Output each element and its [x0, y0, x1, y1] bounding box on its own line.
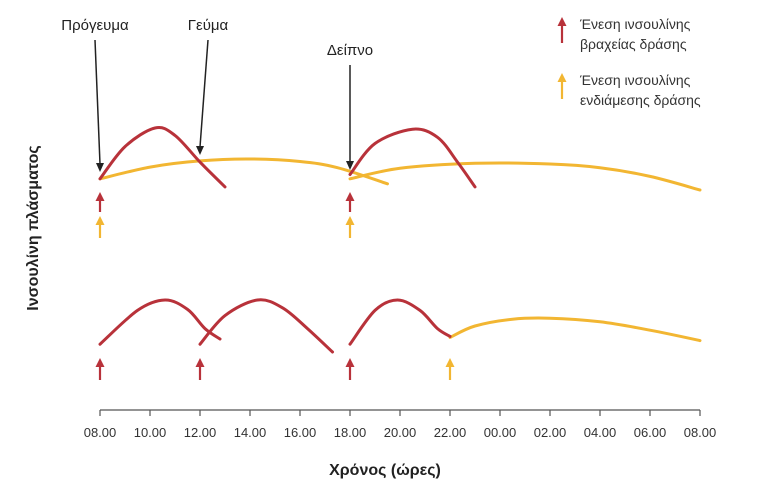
x-tick-label: 20.00 [384, 425, 417, 440]
short-acting-curve [348, 298, 452, 346]
meal-label: Γεύμα [188, 17, 229, 34]
legend-label: ενδιάμεσης δράσης [580, 92, 701, 108]
x-tick-label: 02.00 [534, 425, 567, 440]
legend: Ένεση ινσουλίνης βραχείας δράσης Ένεση ινσ… [557, 16, 701, 108]
intermediate-acting-injection-arrow-head [445, 358, 455, 367]
intermediate-acting-injection-arrow [445, 358, 455, 380]
x-tick-label: 00.00 [484, 425, 517, 440]
legend-arrow-head [557, 73, 567, 82]
x-tick-label: 16.00 [284, 425, 317, 440]
short-acting-curve [98, 298, 222, 346]
short-acting-injection-arrow [95, 192, 105, 212]
legend-arrow [557, 17, 567, 43]
intermediate-acting-curve [98, 157, 389, 186]
legend-arrow-head [557, 17, 567, 26]
intermediate-acting-injection-arrow-head [345, 216, 355, 225]
meal-arrow-stem [94, 39, 101, 165]
short-acting-injection-arrow-head [95, 358, 105, 367]
x-tick-label: 14.00 [234, 425, 267, 440]
intermediate-acting-injection-arrow-head [95, 216, 105, 225]
short-acting-injection-arrow [195, 358, 205, 380]
short-acting-injection-arrow-head [195, 358, 205, 367]
meal-arrow-stem [199, 39, 209, 148]
curves [98, 126, 702, 354]
short-acting-injection-arrow [345, 192, 355, 212]
x-tick-label: 22.00 [434, 425, 467, 440]
x-tick-label: 04.00 [584, 425, 617, 440]
short-acting-curve [198, 298, 334, 354]
x-tick-label: 12.00 [184, 425, 217, 440]
meal-label: Δείπνο [327, 42, 373, 59]
meal-arrow-head [346, 161, 354, 170]
short-acting-injection-arrow-head [95, 192, 105, 201]
x-tick-label: 10.00 [134, 425, 167, 440]
meal-annotations: Πρόγευμα Γεύμα Δείπνο [61, 17, 373, 172]
x-axis: 08.00 10.00 12.00 14.00 16.00 18.00 20.00 22.00… [84, 409, 717, 440]
meal-arrow-head [96, 163, 104, 172]
x-tick-label: 06.00 [634, 425, 667, 440]
meal-label: Πρόγευμα [61, 17, 129, 34]
x-tick-label: 18.00 [334, 425, 367, 440]
intermediate-acting-injection-arrow [95, 216, 105, 238]
short-acting-injection-arrow [345, 358, 355, 380]
meal-arrow-head [196, 146, 204, 155]
short-acting-curve [348, 127, 477, 189]
legend-arrow [557, 73, 567, 99]
short-acting-injection-arrow-head [345, 358, 355, 367]
x-axis-title: Χρόνος (ώρες) [329, 462, 441, 479]
legend-label: βραχείας δράσης [580, 36, 687, 52]
short-acting-curve [98, 126, 227, 189]
intermediate-acting-curve [448, 316, 702, 343]
intermediate-acting-curve [348, 161, 702, 192]
y-axis-title: Ινσουλίνη πλάσματος [25, 145, 42, 310]
intermediate-acting-injection-arrow [345, 216, 355, 238]
x-tick-label: 08.00 [684, 425, 717, 440]
legend-label: Ένεση ινσουλίνης [579, 16, 691, 32]
legend-label: Ένεση ινσουλίνης [579, 72, 691, 88]
x-tick-label: 08.00 [84, 425, 117, 440]
injection-markers [95, 192, 455, 380]
short-acting-injection-arrow-head [345, 192, 355, 201]
short-acting-injection-arrow [95, 358, 105, 380]
